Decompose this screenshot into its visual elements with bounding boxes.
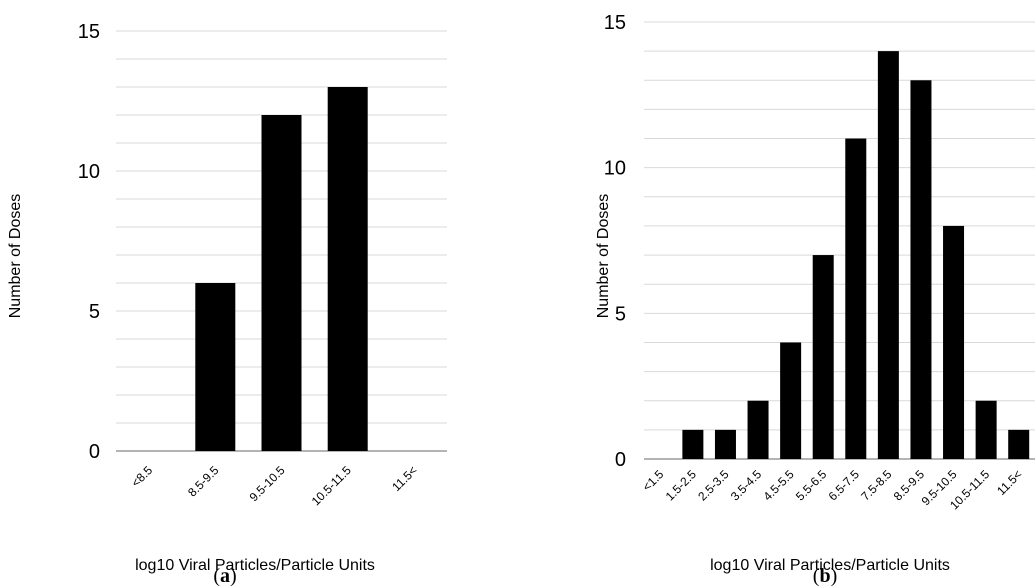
bar	[747, 400, 769, 459]
bar	[943, 225, 965, 459]
x-tick-label: 9.5-10.5	[247, 463, 288, 504]
bar	[1008, 429, 1030, 459]
bar	[195, 283, 236, 451]
x-axis-title: log10 Viral Particles/Particle Units	[710, 557, 950, 574]
panel-label: (b)	[813, 565, 837, 586]
bar	[845, 138, 867, 460]
x-tick-label: 1.5-2.5	[663, 467, 700, 504]
y-tick-label: 5	[615, 303, 626, 325]
bar	[910, 80, 932, 460]
x-tick-label: <8.5	[129, 463, 156, 490]
y-tick-label: 15	[78, 21, 100, 43]
x-tick-label: 5.5-6.5	[793, 467, 830, 504]
x-tick-label: <1.5	[640, 467, 667, 494]
bar	[780, 342, 802, 459]
y-tick-label: 15	[604, 12, 626, 34]
bar	[261, 115, 302, 451]
y-tick-label: 10	[604, 158, 626, 180]
x-tick-label: 4.5-5.5	[760, 467, 797, 504]
x-tick-label: 11.5<	[389, 463, 420, 494]
bar	[682, 429, 704, 459]
panel-label: (a)	[213, 565, 236, 586]
x-tick-label: 8.5-9.5	[185, 463, 222, 500]
chart-a: 0 5 10 15 <8.5 8.5-9.5 9.5-10.5 10.5-11.5 11.5< l…	[7, 21, 447, 586]
bar	[714, 429, 736, 459]
bar	[327, 87, 368, 451]
bar	[812, 255, 834, 459]
y-axis-title: Number of Doses	[595, 194, 612, 319]
y-axis-title: Number of Doses	[7, 194, 24, 319]
x-tick-label: 10.5-11.5	[309, 463, 354, 508]
x-tick-label: 11.5<	[994, 467, 1025, 498]
y-tick-label: 10	[78, 161, 100, 183]
bar	[877, 51, 899, 460]
chart-b: 0 5 10 15 <1.51.5-2.52.5-3.53.5-4.54.5-5.55.…	[595, 12, 1035, 586]
x-tick-label: 3.5-4.5	[728, 467, 765, 504]
x-tick-label: 6.5-7.5	[826, 467, 863, 504]
y-tick-label: 0	[615, 449, 626, 471]
bar	[975, 400, 997, 459]
x-tick-label: 7.5-8.5	[858, 467, 895, 504]
x-axis-title: log10 Viral Particles/Particle Units	[135, 557, 375, 574]
y-tick-label: 5	[89, 301, 100, 323]
y-tick-label: 0	[89, 441, 100, 463]
x-tick-label: 2.5-3.5	[695, 467, 732, 504]
